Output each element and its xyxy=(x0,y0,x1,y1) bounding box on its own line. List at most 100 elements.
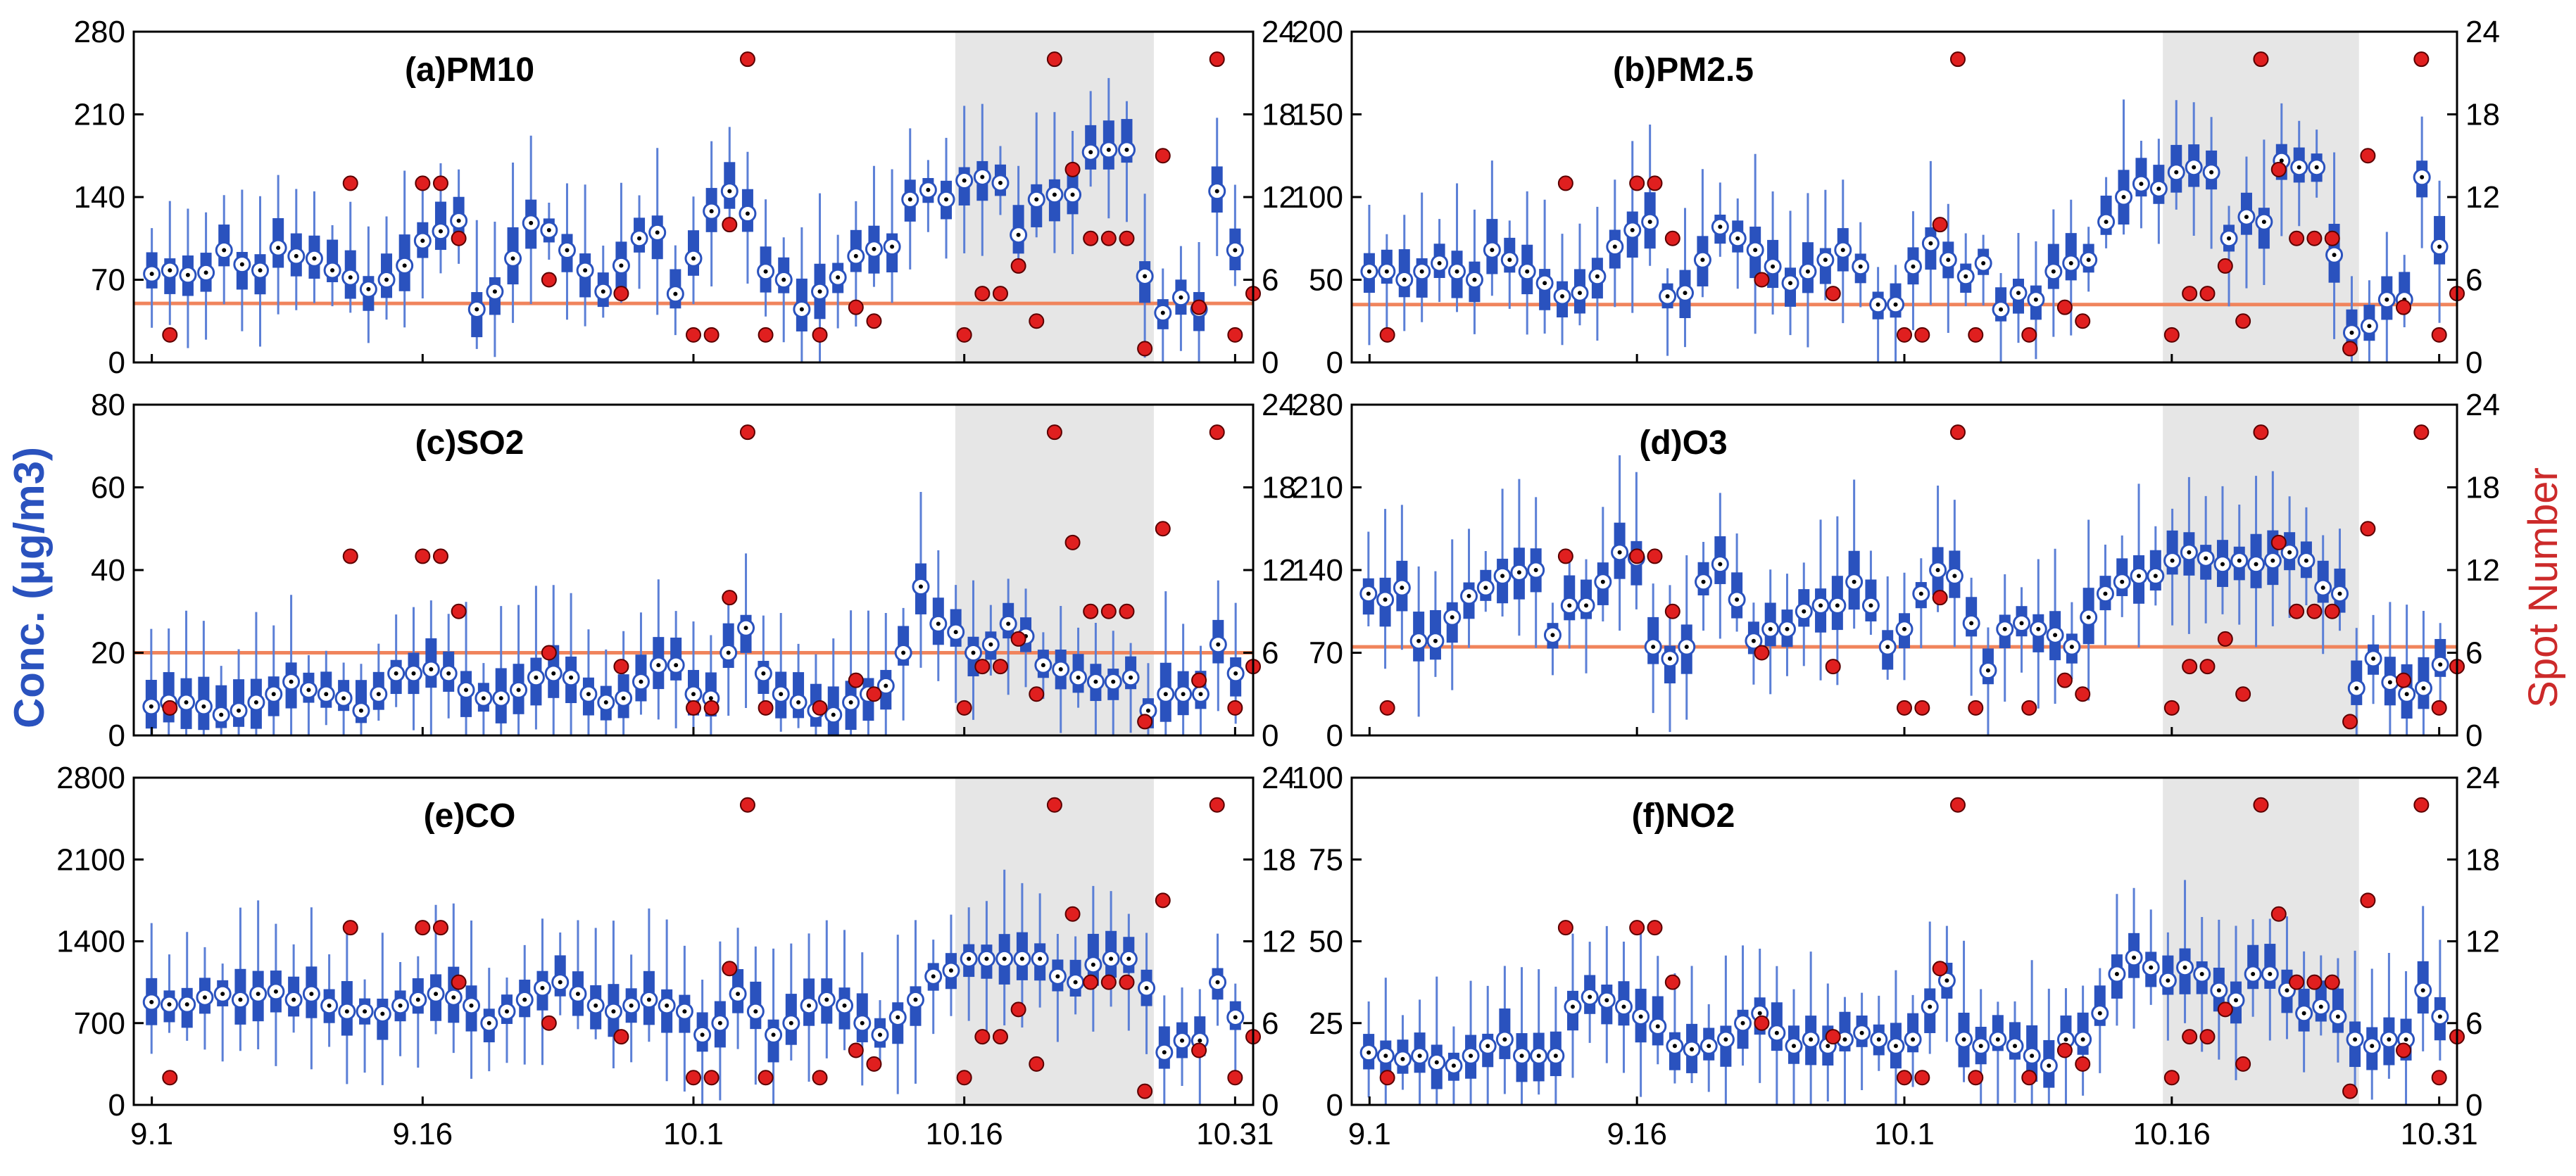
median-dot xyxy=(583,268,588,273)
median-dot xyxy=(674,663,679,668)
median-dot xyxy=(1016,232,1021,237)
median-dot xyxy=(2170,558,2175,563)
median-dot xyxy=(2068,261,2073,265)
median-dot xyxy=(2153,574,2158,578)
median-dot xyxy=(2053,633,2058,638)
spot-marker xyxy=(451,603,467,619)
median-dot xyxy=(529,220,534,225)
median-dot xyxy=(546,228,551,232)
median-dot xyxy=(1006,621,1011,626)
spot-marker xyxy=(1664,974,1680,990)
median-dot xyxy=(971,650,976,655)
spot-marker xyxy=(1932,590,1948,606)
right-tick-label: 24 xyxy=(2465,15,2500,49)
panel-title: (c)SO2 xyxy=(415,424,524,462)
median-dot xyxy=(1630,228,1635,232)
median-dot xyxy=(1093,679,1098,684)
spot-marker xyxy=(1932,961,1948,977)
median-dot xyxy=(1802,609,1807,614)
spot-marker xyxy=(1191,299,1207,315)
median-dot xyxy=(558,980,563,985)
right-tick-label: 0 xyxy=(2465,719,2482,753)
median-dot xyxy=(1944,978,1949,983)
spot-marker xyxy=(432,920,448,936)
left-tick-label: 2100 xyxy=(56,842,125,877)
spot-marker xyxy=(1227,327,1243,343)
right-tick-label: 24 xyxy=(2465,761,2500,795)
median-dot xyxy=(1466,593,1471,598)
spot-marker xyxy=(1029,686,1045,702)
median-dot xyxy=(691,692,696,697)
right-tick-label: 0 xyxy=(2465,1088,2482,1123)
spot-marker xyxy=(1155,148,1171,164)
median-dot xyxy=(1902,626,1906,631)
median-dot xyxy=(1437,261,1442,265)
spot-marker xyxy=(1010,631,1026,647)
spot-marker xyxy=(1647,175,1663,191)
median-dot xyxy=(836,275,841,280)
median-dot xyxy=(1978,1044,1983,1049)
median-dot xyxy=(516,688,521,693)
median-dot xyxy=(2069,645,2074,650)
median-dot xyxy=(1735,597,1740,602)
spot-marker xyxy=(1029,313,1045,329)
spot-marker xyxy=(722,961,738,977)
median-dot xyxy=(913,997,918,1002)
median-dot xyxy=(831,712,836,717)
median-dot xyxy=(2103,591,2108,596)
median-dot xyxy=(256,992,260,997)
median-dot xyxy=(2097,1011,2102,1016)
right-tick-label: 24 xyxy=(1262,388,1296,422)
spot-marker xyxy=(812,1070,828,1086)
spot-marker xyxy=(451,974,467,990)
median-dot xyxy=(534,675,539,680)
spot-marker xyxy=(974,1029,991,1045)
median-dot xyxy=(1144,985,1149,990)
median-dot xyxy=(1690,1047,1695,1051)
spot-marker xyxy=(2324,974,2340,990)
median-dot xyxy=(1490,248,1495,253)
spot-marker xyxy=(1629,175,1645,191)
median-dot xyxy=(1859,1030,1864,1035)
median-dot xyxy=(149,999,154,1004)
spot-marker xyxy=(2253,797,2269,813)
median-dot xyxy=(1073,980,1078,985)
x-tick-label: 10.31 xyxy=(2401,1117,2478,1151)
median-dot xyxy=(2019,621,2024,626)
median-dot xyxy=(2297,165,2301,170)
median-dot xyxy=(1647,220,1652,225)
median-dot xyxy=(743,626,748,631)
spot-marker xyxy=(866,1056,882,1072)
left-tick-label: 140 xyxy=(74,180,125,215)
spot-marker xyxy=(703,700,720,716)
right-tick-label: 6 xyxy=(1262,1006,1278,1041)
median-dot xyxy=(1485,1044,1490,1049)
left-tick-label: 0 xyxy=(108,1088,125,1123)
spot-marker xyxy=(1064,161,1081,177)
median-dot xyxy=(1543,281,1547,286)
spot-marker xyxy=(2217,1001,2233,1018)
spot-marker xyxy=(162,1070,178,1086)
spot-marker xyxy=(956,327,972,343)
spot-marker xyxy=(1647,548,1663,564)
median-dot xyxy=(1502,1037,1507,1042)
median-dot xyxy=(1961,1037,1966,1042)
median-dot xyxy=(1842,1037,1847,1042)
median-dot xyxy=(1928,1004,1933,1009)
median-dot xyxy=(2332,253,2337,258)
median-dot xyxy=(726,650,731,655)
spot-marker xyxy=(1914,327,1930,343)
spot-marker xyxy=(1897,700,1912,716)
median-dot xyxy=(1840,248,1845,253)
spot-marker xyxy=(866,686,882,702)
spot-marker xyxy=(2235,686,2251,702)
median-dot xyxy=(1876,302,1880,307)
spot-marker xyxy=(1754,645,1770,661)
median-dot xyxy=(540,985,545,990)
median-dot xyxy=(980,175,985,179)
median-dot xyxy=(2385,297,2389,302)
median-dot xyxy=(2314,165,2319,170)
median-dot xyxy=(289,679,294,684)
right-tick-label: 18 xyxy=(1262,98,1296,132)
spot-marker xyxy=(2396,299,2412,315)
